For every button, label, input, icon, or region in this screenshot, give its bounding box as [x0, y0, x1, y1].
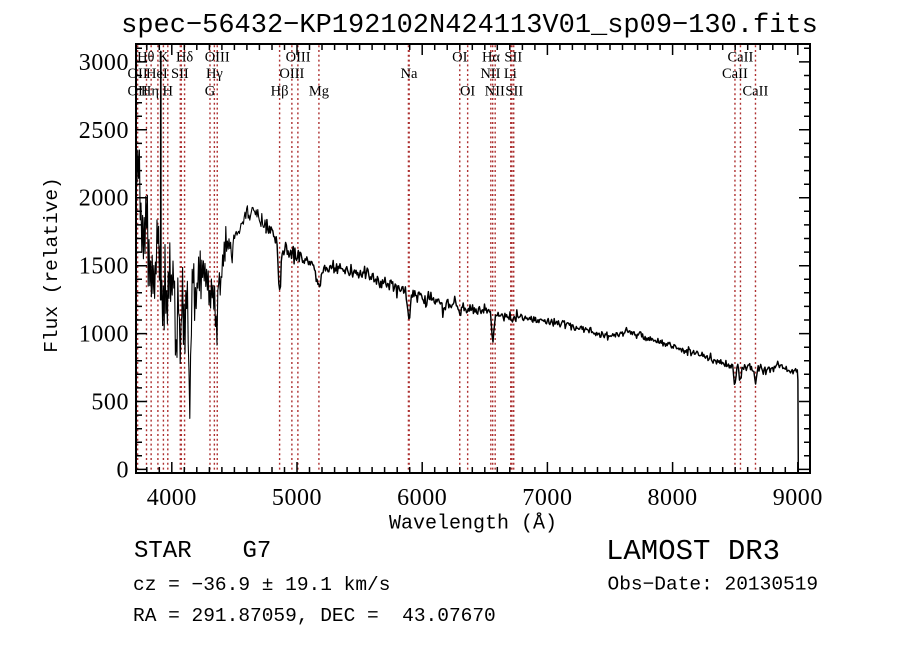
svg-text:OII: OII: [128, 66, 148, 82]
svg-text:3000: 3000: [79, 50, 129, 76]
svg-text:OIII: OIII: [279, 66, 304, 82]
svg-text:OIII: OIII: [205, 50, 230, 66]
svg-text:OIII: OIII: [286, 50, 311, 66]
svg-text:SII: SII: [171, 66, 189, 82]
svg-text:RA = 291.87059, DEC = 43.0767: RA = 291.87059, DEC = 43.07670: [133, 605, 496, 627]
svg-text:2500: 2500: [79, 118, 129, 144]
svg-text:CaII: CaII: [722, 66, 748, 82]
svg-text:Obs−Date: 20130519: Obs−Date: 20130519: [608, 574, 819, 596]
svg-text:cz = −36.9 ± 19.1 km/s: cz = −36.9 ± 19.1 km/s: [133, 574, 390, 596]
svg-text:7000: 7000: [522, 485, 572, 511]
svg-text:Li: Li: [504, 66, 517, 82]
svg-text:NII: NII: [480, 66, 500, 82]
svg-text:4000: 4000: [147, 485, 197, 511]
svg-text:6000: 6000: [397, 485, 447, 511]
svg-text:Na: Na: [401, 66, 418, 82]
svg-text:OII: OII: [128, 84, 148, 100]
svg-text:Mg: Mg: [309, 84, 329, 100]
svg-text:Hη: Hη: [141, 84, 159, 100]
svg-text:STAR: STAR: [134, 538, 192, 565]
svg-text:NII: NII: [485, 84, 505, 100]
svg-text:500: 500: [91, 390, 129, 416]
svg-text:HeI: HeI: [146, 66, 168, 82]
svg-text:1000: 1000: [79, 322, 129, 348]
svg-text:SII: SII: [505, 84, 523, 100]
svg-text:OI: OI: [460, 84, 475, 100]
svg-text:5000: 5000: [272, 485, 322, 511]
svg-text:Hα: Hα: [482, 50, 500, 66]
svg-text:K: K: [158, 50, 169, 66]
svg-text:8000: 8000: [647, 485, 697, 511]
svg-text:SII: SII: [504, 50, 522, 66]
svg-text:spec−56432−KP192102N424113V01_: spec−56432−KP192102N424113V01_sp09−130.f…: [121, 11, 818, 41]
svg-text:Flux (relative): Flux (relative): [41, 177, 63, 353]
svg-text:Hδ: Hδ: [176, 50, 193, 66]
svg-text:OI: OI: [452, 50, 467, 66]
svg-text:G: G: [205, 84, 216, 100]
svg-text:CaII: CaII: [743, 84, 769, 100]
svg-text:Wavelength (Å): Wavelength (Å): [389, 513, 557, 536]
svg-text:Hβ: Hβ: [271, 84, 289, 100]
svg-text:9000: 9000: [773, 485, 823, 511]
svg-text:Hγ: Hγ: [206, 66, 223, 82]
svg-text:LAMOST DR3: LAMOST DR3: [606, 535, 780, 568]
svg-text:CaII: CaII: [728, 50, 754, 66]
svg-text:1500: 1500: [79, 254, 129, 280]
svg-text:G7: G7: [243, 538, 272, 565]
svg-text:Hθ: Hθ: [137, 50, 154, 66]
svg-text:0: 0: [116, 457, 129, 483]
svg-text:H: H: [163, 84, 174, 100]
svg-text:2000: 2000: [79, 186, 129, 212]
